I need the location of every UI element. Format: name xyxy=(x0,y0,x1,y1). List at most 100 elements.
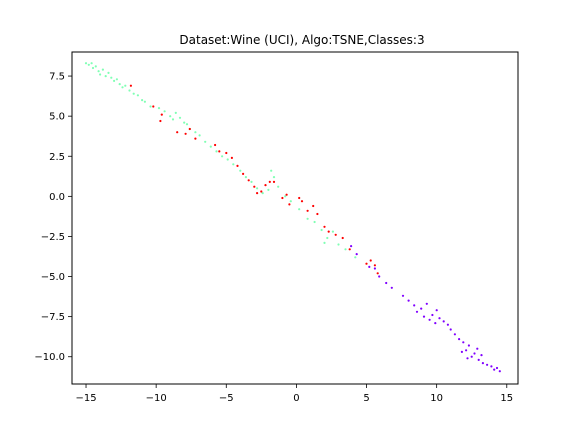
y-tick-label: 7.5 xyxy=(49,72,65,83)
data-point-class-2 xyxy=(285,193,288,196)
data-point-class-3 xyxy=(442,320,445,323)
data-point-class-1 xyxy=(163,110,166,113)
y-tick-label: −2.5 xyxy=(41,232,65,243)
data-point-class-2 xyxy=(373,264,376,267)
data-point-class-3 xyxy=(350,245,353,248)
data-point-class-1 xyxy=(331,230,334,233)
data-point-class-3 xyxy=(449,328,452,331)
data-point-class-1 xyxy=(149,105,152,108)
data-point-class-2 xyxy=(256,192,259,195)
data-point-class-3 xyxy=(481,362,484,365)
data-point-class-2 xyxy=(159,119,162,123)
data-point-class-1 xyxy=(204,140,207,143)
data-point-class-1 xyxy=(87,63,90,66)
data-point-class-3 xyxy=(458,338,461,341)
data-point-class-1 xyxy=(221,155,224,158)
data-point-class-1 xyxy=(284,195,287,198)
data-point-class-2 xyxy=(253,185,256,188)
data-point-class-2 xyxy=(327,230,330,233)
data-point-class-1 xyxy=(215,150,218,153)
data-point-class-1 xyxy=(91,66,95,70)
data-point-class-3 xyxy=(385,281,388,285)
data-point-class-1 xyxy=(250,180,253,183)
data-point-class-3 xyxy=(466,357,469,360)
data-point-class-1 xyxy=(183,121,186,124)
x-tick-label: 15 xyxy=(500,393,513,404)
data-point-class-1 xyxy=(128,89,131,92)
data-point-class-2 xyxy=(225,151,228,155)
data-point-class-1 xyxy=(169,115,172,118)
data-point-class-1 xyxy=(198,134,201,137)
data-point-class-3 xyxy=(431,313,434,317)
data-point-class-1 xyxy=(178,116,182,119)
data-point-class-2 xyxy=(268,180,271,183)
y-tick-label: −7.5 xyxy=(41,312,65,323)
data-point-class-3 xyxy=(415,310,419,313)
data-point-class-1 xyxy=(143,100,146,103)
data-point-class-1 xyxy=(298,208,301,211)
data-point-class-1 xyxy=(113,79,116,82)
data-point-class-3 xyxy=(413,304,416,307)
data-point-class-2 xyxy=(194,137,197,140)
ticks-layer: −15 −10 −5 0 5 10 15 7.5 5.0 2.5 0.0 −2.5 −5.0 −7.5 −1… xyxy=(34,72,513,404)
data-point-class-2 xyxy=(323,225,326,228)
data-point-class-2 xyxy=(160,113,163,116)
data-point-class-1 xyxy=(157,107,161,110)
data-point-class-1 xyxy=(272,176,276,179)
data-point-class-2 xyxy=(365,262,368,265)
data-point-class-1 xyxy=(99,73,102,76)
y-tick-label: −10.0 xyxy=(34,352,65,363)
data-point-class-1 xyxy=(270,169,273,172)
data-point-class-2 xyxy=(184,132,187,135)
data-point-class-1 xyxy=(101,68,104,71)
x-tick-label: −15 xyxy=(75,393,96,404)
x-tick-label: −5 xyxy=(219,393,234,404)
data-point-class-2 xyxy=(312,204,315,208)
data-point-class-2 xyxy=(260,190,263,193)
data-point-class-1 xyxy=(289,200,292,203)
data-point-class-1 xyxy=(110,76,113,79)
data-point-class-3 xyxy=(493,368,496,371)
data-point-class-1 xyxy=(171,118,175,121)
data-point-class-3 xyxy=(476,347,479,350)
data-point-class-3 xyxy=(425,302,428,305)
data-point-class-1 xyxy=(115,78,118,81)
data-point-class-3 xyxy=(407,299,410,302)
x-tick-label: 0 xyxy=(293,393,299,404)
data-point-class-1 xyxy=(121,86,124,89)
x-tick-label: 5 xyxy=(363,393,369,404)
data-point-class-3 xyxy=(480,354,483,357)
data-point-class-3 xyxy=(422,315,426,318)
y-tick-label: −5.0 xyxy=(41,272,65,283)
data-point-class-1 xyxy=(256,187,259,190)
data-point-class-1 xyxy=(320,228,323,232)
data-point-class-2 xyxy=(298,196,301,200)
x-tick-label: 10 xyxy=(430,393,443,404)
data-point-class-3 xyxy=(401,294,405,297)
data-point-class-3 xyxy=(435,309,438,312)
data-point-class-1 xyxy=(261,192,264,195)
data-point-class-3 xyxy=(495,366,499,370)
data-point-class-3 xyxy=(462,341,465,344)
data-point-class-1 xyxy=(323,241,326,244)
data-point-class-1 xyxy=(277,185,280,188)
data-point-class-1 xyxy=(226,158,229,161)
data-point-class-1 xyxy=(267,188,270,191)
data-point-class-3 xyxy=(378,275,381,278)
data-point-class-2 xyxy=(341,236,344,240)
data-point-class-3 xyxy=(470,355,473,358)
data-point-class-3 xyxy=(390,286,393,289)
data-point-class-3 xyxy=(460,350,463,353)
data-point-class-1 xyxy=(232,163,235,166)
data-point-class-1 xyxy=(132,92,135,95)
data-point-class-3 xyxy=(490,365,493,368)
data-point-class-3 xyxy=(465,349,468,352)
plot-frame xyxy=(71,51,519,385)
data-point-class-1 xyxy=(354,256,357,259)
data-point-class-3 xyxy=(438,317,441,320)
data-point-class-3 xyxy=(467,344,470,347)
data-point-class-2 xyxy=(264,184,267,187)
y-tick-label: 5.0 xyxy=(49,112,65,123)
